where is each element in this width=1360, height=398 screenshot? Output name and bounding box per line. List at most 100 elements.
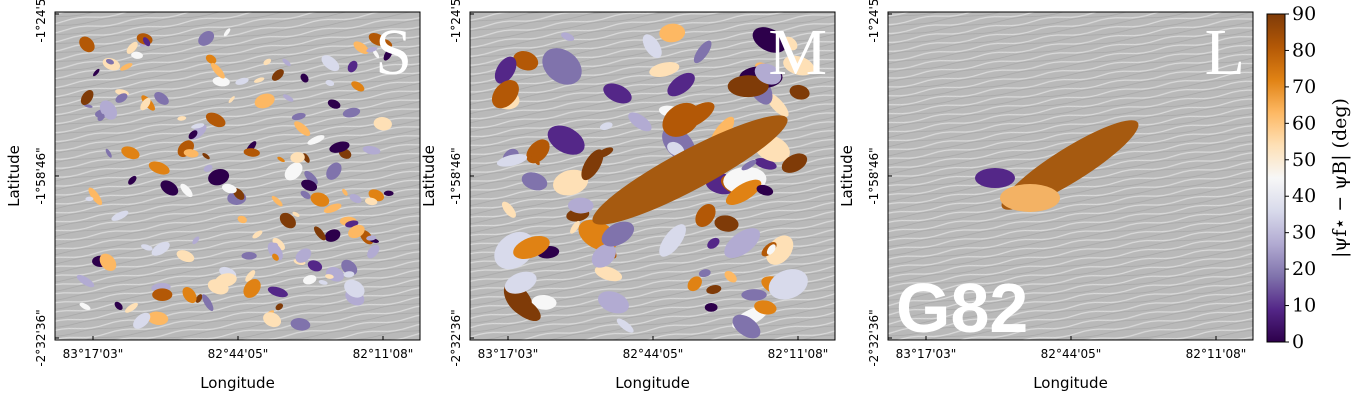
x-axis-label: Longitude: [200, 374, 275, 392]
region: [191, 123, 205, 129]
region: [383, 48, 393, 61]
region: [353, 41, 369, 55]
region: [342, 188, 348, 196]
region: [326, 162, 342, 180]
region: [727, 75, 769, 98]
region: [687, 276, 702, 292]
region: [597, 147, 614, 158]
region: [133, 312, 151, 329]
colorbar-tick-label: 40: [1292, 185, 1316, 207]
region: [501, 201, 516, 218]
region: [561, 32, 575, 41]
region: [344, 279, 365, 298]
region: [180, 183, 193, 198]
region: [188, 130, 198, 140]
y-tick-label: -2°32'36": [867, 309, 881, 366]
y-axis-label: Latitude: [838, 145, 856, 207]
region: [205, 54, 217, 64]
region: [271, 195, 283, 207]
region: [202, 153, 210, 160]
region: [176, 250, 195, 263]
region: [348, 224, 365, 239]
region: [373, 116, 392, 131]
region: [313, 226, 326, 241]
region: [177, 116, 187, 121]
region: [245, 270, 256, 282]
region: [275, 303, 284, 311]
map-overlay: [76, 28, 394, 331]
region: [291, 112, 306, 121]
region: [282, 58, 291, 67]
region: [547, 125, 585, 155]
region: [263, 312, 282, 328]
region: [105, 148, 112, 158]
region: [254, 93, 275, 109]
region: [283, 94, 294, 102]
colorbar-tick-label: 30: [1292, 222, 1316, 244]
region: [202, 294, 214, 312]
y-tick-label: -1°58'46": [867, 147, 881, 204]
region: [195, 294, 203, 303]
region: [383, 190, 394, 196]
region: [725, 179, 762, 205]
region: [310, 192, 330, 207]
region: [272, 253, 279, 261]
region: [241, 251, 257, 260]
region: [212, 76, 230, 87]
region: [491, 80, 519, 109]
panel-letter: L: [1205, 16, 1245, 89]
x-tick-label: 83°17'03": [478, 347, 539, 361]
region: [88, 187, 103, 206]
region: [235, 77, 249, 85]
region: [114, 301, 123, 311]
region: [732, 314, 761, 339]
map-overlay: [491, 23, 815, 339]
region: [290, 152, 305, 163]
region: [598, 291, 629, 314]
region: [325, 79, 335, 87]
region: [570, 220, 580, 234]
region: [649, 62, 680, 78]
region: [662, 102, 701, 137]
region: [300, 190, 311, 200]
region: [148, 161, 170, 175]
region: [366, 235, 377, 241]
colorbar-tick-label: 50: [1292, 149, 1316, 171]
region: [307, 260, 323, 272]
region: [97, 113, 105, 122]
region: [494, 56, 517, 84]
region: [504, 271, 537, 294]
region: [263, 58, 272, 66]
region: [754, 63, 782, 85]
region: [724, 228, 761, 259]
y-tick-label: -2°32'36": [449, 309, 463, 366]
region: [243, 148, 260, 157]
region: [362, 145, 381, 155]
region: [591, 243, 616, 268]
region: [284, 162, 303, 181]
region: [222, 183, 237, 194]
region: [321, 55, 340, 72]
y-tick-label: -1°24'56": [34, 0, 48, 43]
x-tick-label: 82°11'08": [353, 347, 414, 361]
region: [125, 302, 138, 313]
region: [323, 203, 342, 214]
x-tick-label: 82°11'08": [1186, 347, 1247, 361]
filament-end: [975, 168, 1015, 188]
region: [752, 27, 787, 53]
region: [210, 62, 225, 79]
region: [105, 58, 114, 65]
region: [781, 153, 808, 173]
region: [628, 112, 652, 132]
region: [267, 286, 288, 298]
region: [294, 121, 311, 136]
region: [347, 60, 358, 73]
region: [325, 274, 334, 279]
region: [513, 235, 550, 259]
region: [79, 36, 95, 53]
colorbar-tick-label: 10: [1292, 295, 1316, 317]
colorbar-tick-label: 80: [1292, 39, 1316, 61]
region: [789, 84, 810, 100]
region: [99, 253, 117, 272]
